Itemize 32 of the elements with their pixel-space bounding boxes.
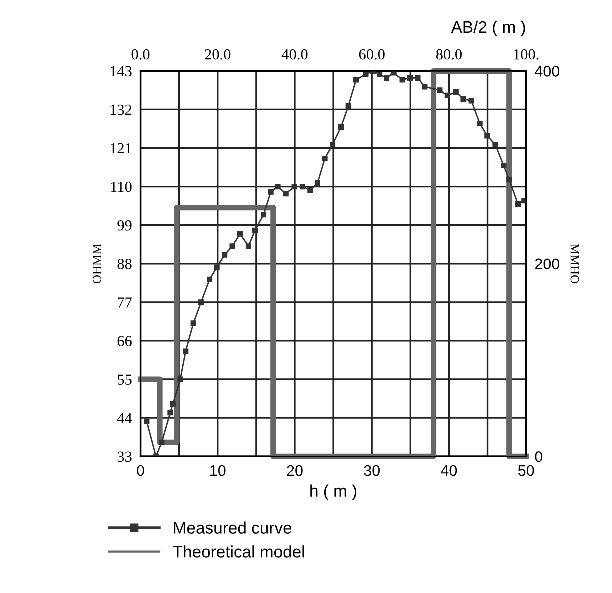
x2-tick-label: 40.0 — [282, 49, 308, 60]
y2-tick-label: 0 — [535, 451, 543, 462]
y-tick-label: 44 — [117, 413, 132, 424]
x-tick-label: 40 — [441, 465, 458, 476]
y-tick-label: 110 — [111, 182, 132, 192]
y-tick-label: 99 — [118, 220, 132, 231]
y-tick-label: 121 — [110, 143, 132, 154]
y-tick-label: 88 — [118, 259, 132, 270]
x2-tick-label: 20.0 — [205, 49, 231, 60]
x-tick-label: 50 — [518, 465, 534, 476]
x-tick-label: 30 — [364, 465, 380, 476]
y-tick-label: 132 — [110, 104, 132, 116]
x-tick-label: 20 — [287, 465, 303, 476]
x2-tick-label: 100. — [514, 49, 539, 60]
legend-label: Measured curve — [174, 522, 292, 534]
x-tick-label: 10 — [210, 465, 226, 476]
y-axis-title: OHMM — [93, 244, 102, 284]
y-tick-label: 77 — [118, 298, 132, 308]
legend-label: Theoretical model — [173, 546, 304, 558]
y2-axis-title: MMHO — [570, 244, 580, 284]
x2-axis-title: AB/2 ( m ) — [451, 20, 526, 36]
x2-tick-label: 60.0 — [359, 49, 385, 60]
y-tick-label: 66 — [118, 336, 132, 346]
x-tick-label: 0 — [137, 465, 144, 476]
x2-tick-label: 80.0 — [436, 49, 462, 60]
y-tick-label: 143 — [110, 66, 132, 77]
y-tick-label: 55 — [118, 374, 132, 385]
y2-tick-label: 400 — [535, 66, 560, 77]
y2-tick-label: 200 — [535, 258, 560, 270]
x2-tick-label: 0.0 — [132, 49, 150, 60]
x-axis-title: h ( m ) — [310, 484, 357, 500]
y-tick-label: 33 — [118, 452, 132, 462]
